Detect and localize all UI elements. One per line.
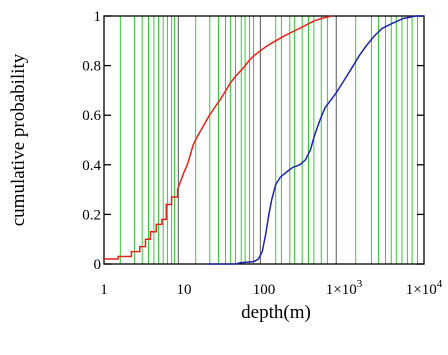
x-tick-label-1: 10 — [177, 282, 192, 298]
series-layer — [104, 15, 424, 265]
y-tick-label-2: 0.4 — [82, 158, 101, 174]
x-axis-title: depth(m) — [241, 302, 311, 323]
x-tick-label-3: 1×103 — [326, 278, 363, 298]
y-tick-label-1: 0.2 — [82, 207, 101, 223]
x-tick-label-0: 1 — [100, 282, 108, 298]
y-tick-label-3: 0.6 — [82, 108, 101, 124]
x-tick-label-2: 100 — [253, 282, 276, 298]
y-tick-label-5: 1 — [94, 9, 102, 25]
x-tick-label-4: 1×104 — [406, 278, 443, 298]
y-tick-label-4: 0.8 — [82, 59, 101, 75]
plot-frame — [103, 15, 425, 265]
y-axis-title: cumulative probability — [8, 53, 29, 226]
series-line-0 — [104, 15, 332, 260]
y-tick-label-0: 0 — [94, 257, 102, 273]
series-line-1 — [208, 15, 424, 265]
tick-marks — [104, 15, 424, 265]
grid-layer — [119, 16, 419, 264]
tick-labels: 0 0.2 0.4 0.6 0.8 1 1 10 100 1×103 1×104 — [82, 9, 442, 298]
